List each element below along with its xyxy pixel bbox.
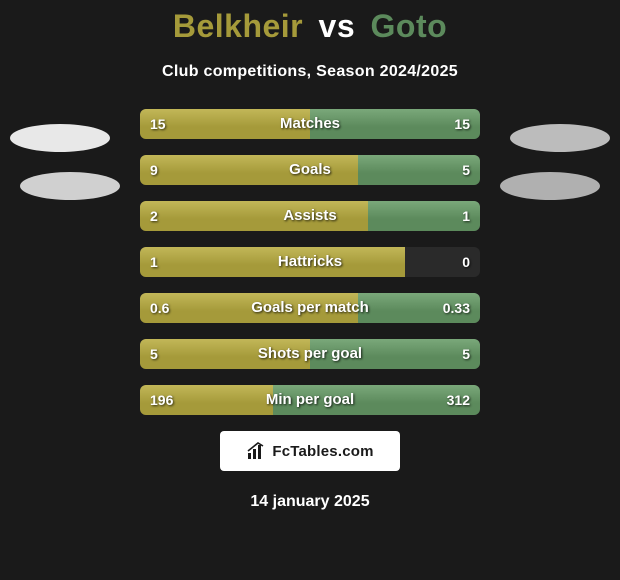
bars-container: 1515Matches 95Goals 21Assists 10Hattricks 0.… bbox=[140, 109, 480, 415]
stat-row: 55Shots per goal bbox=[140, 339, 480, 369]
stat-label: Goals bbox=[140, 155, 480, 185]
subtitle: Club competitions, Season 2024/2025 bbox=[0, 63, 620, 81]
stat-row: 1515Matches bbox=[140, 109, 480, 139]
stat-label: Hattricks bbox=[140, 247, 480, 277]
chart-icon bbox=[246, 441, 266, 461]
decorative-oval bbox=[20, 172, 120, 200]
stat-row: 21Assists bbox=[140, 201, 480, 231]
source-badge-text: FcTables.com bbox=[272, 443, 373, 460]
date-label: 14 january 2025 bbox=[0, 493, 620, 511]
stat-label: Min per goal bbox=[140, 385, 480, 415]
stat-label: Matches bbox=[140, 109, 480, 139]
decorative-oval bbox=[500, 172, 600, 200]
stat-row: 10Hattricks bbox=[140, 247, 480, 277]
stat-row: 196312Min per goal bbox=[140, 385, 480, 415]
title: Belkheir vs Goto bbox=[0, 0, 620, 45]
stat-row: 95Goals bbox=[140, 155, 480, 185]
stat-row: 0.60.33Goals per match bbox=[140, 293, 480, 323]
title-player1: Belkheir bbox=[173, 8, 303, 44]
decorative-oval bbox=[510, 124, 610, 152]
stat-label: Goals per match bbox=[140, 293, 480, 323]
decorative-oval bbox=[10, 124, 110, 152]
title-vs: vs bbox=[319, 8, 356, 44]
stat-label: Assists bbox=[140, 201, 480, 231]
chart-root: Belkheir vs Goto Club competitions, Seas… bbox=[0, 0, 620, 580]
source-badge: FcTables.com bbox=[220, 431, 400, 471]
stat-label: Shots per goal bbox=[140, 339, 480, 369]
title-player2: Goto bbox=[371, 8, 448, 44]
